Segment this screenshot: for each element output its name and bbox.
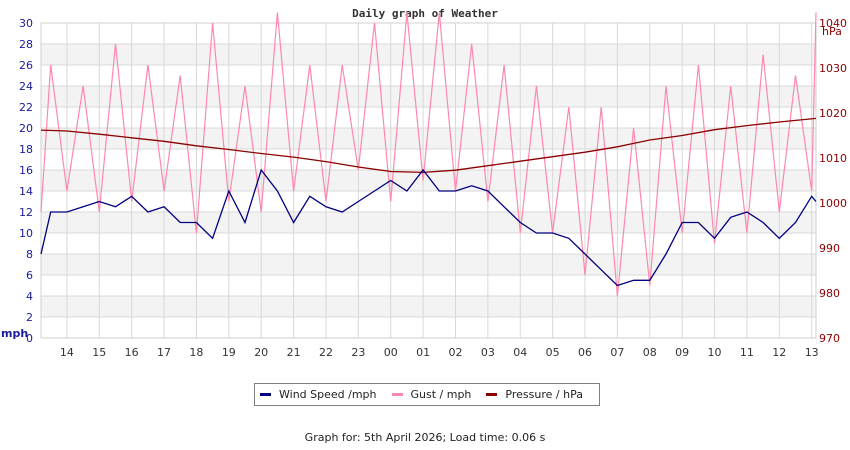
- left-axis-label: mph: [1, 327, 28, 340]
- x-tick-label: 19: [222, 346, 236, 359]
- legend-swatch-wind: [260, 393, 271, 396]
- left-tick-label: 4: [26, 290, 33, 303]
- x-tick-label: 02: [448, 346, 462, 359]
- left-tick-label: 14: [19, 185, 33, 198]
- legend-swatch-pressure: [486, 393, 498, 396]
- left-tick-label: 20: [19, 122, 33, 135]
- left-tick-label: 12: [19, 206, 33, 219]
- left-tick-label: 0: [26, 332, 33, 345]
- grid-band: [41, 212, 816, 233]
- x-tick-label: 07: [610, 346, 624, 359]
- right-tick-label: 1010: [819, 152, 847, 165]
- footer-status: Graph for: 5th April 2026; Load time: 0.…: [304, 431, 546, 444]
- grid-band: [41, 296, 816, 317]
- x-tick-label: 15: [92, 346, 106, 359]
- right-tick-label: 1020: [819, 107, 847, 120]
- x-tick-label: 14: [60, 346, 74, 359]
- plot-frame: [40, 22, 817, 339]
- legend-item-gust: Gust / mph: [391, 388, 472, 401]
- x-tick-label: 22: [319, 346, 333, 359]
- legend-swatch-gust: [391, 393, 403, 396]
- x-tick-label: 16: [125, 346, 139, 359]
- legend-item-pressure: Pressure / hPa: [486, 388, 583, 401]
- grid-band: [41, 86, 816, 107]
- series-line-gust: [40, 12, 817, 297]
- right-axis-label: hPa: [822, 25, 842, 38]
- left-tick-label: 30: [19, 17, 33, 30]
- legend-item-wind: Wind Speed /mph: [260, 388, 377, 401]
- left-tick-label: 24: [19, 80, 33, 93]
- x-tick-label: 06: [578, 346, 592, 359]
- right-tick-label: 1030: [819, 62, 847, 75]
- left-tick-label: 18: [19, 143, 33, 156]
- x-tick-label: 08: [643, 346, 657, 359]
- right-tick-label: 980: [819, 287, 840, 300]
- series-line-wind: [40, 168, 817, 287]
- left-tick-label: 8: [26, 248, 33, 261]
- grid-band: [41, 44, 816, 65]
- x-tick-label: 05: [546, 346, 560, 359]
- right-tick-label: 990: [819, 242, 840, 255]
- x-tick-label: 17: [157, 346, 171, 359]
- x-tick-label: 10: [708, 346, 722, 359]
- legend: Wind Speed /mph Gust / mph Pressure / hP…: [254, 383, 600, 406]
- left-tick-label: 6: [26, 269, 33, 282]
- chart-title: Daily graph of Weather: [352, 7, 498, 20]
- left-tick-label: 26: [19, 59, 33, 72]
- right-tick-label: 970: [819, 332, 840, 345]
- legend-label-gust: Gust / mph: [410, 388, 472, 401]
- x-tick-label: 21: [287, 346, 301, 359]
- x-tick-label: 00: [384, 346, 398, 359]
- legend-label-pressure: Pressure / hPa: [505, 388, 583, 401]
- left-tick-label: 22: [19, 101, 33, 114]
- x-tick-label: 03: [481, 346, 495, 359]
- left-tick-label: 2: [26, 311, 33, 324]
- legend-label-wind: Wind Speed /mph: [279, 388, 377, 401]
- series-line-pressure: [40, 117, 817, 174]
- grid-band: [41, 128, 816, 149]
- left-tick-label: 28: [19, 38, 33, 51]
- x-tick-label: 01: [416, 346, 430, 359]
- grid-band: [41, 170, 816, 191]
- x-tick-label: 12: [772, 346, 786, 359]
- left-tick-label: 10: [19, 227, 33, 240]
- right-tick-label: 1040: [819, 17, 847, 30]
- x-tick-label: 09: [675, 346, 689, 359]
- grid-band: [41, 254, 816, 275]
- left-tick-label: 16: [19, 164, 33, 177]
- x-tick-label: 20: [254, 346, 268, 359]
- x-tick-label: 18: [189, 346, 203, 359]
- right-tick-label: 1000: [819, 197, 847, 210]
- x-tick-label: 13: [805, 346, 819, 359]
- x-tick-label: 11: [740, 346, 754, 359]
- x-tick-label: 23: [351, 346, 365, 359]
- x-tick-label: 04: [513, 346, 527, 359]
